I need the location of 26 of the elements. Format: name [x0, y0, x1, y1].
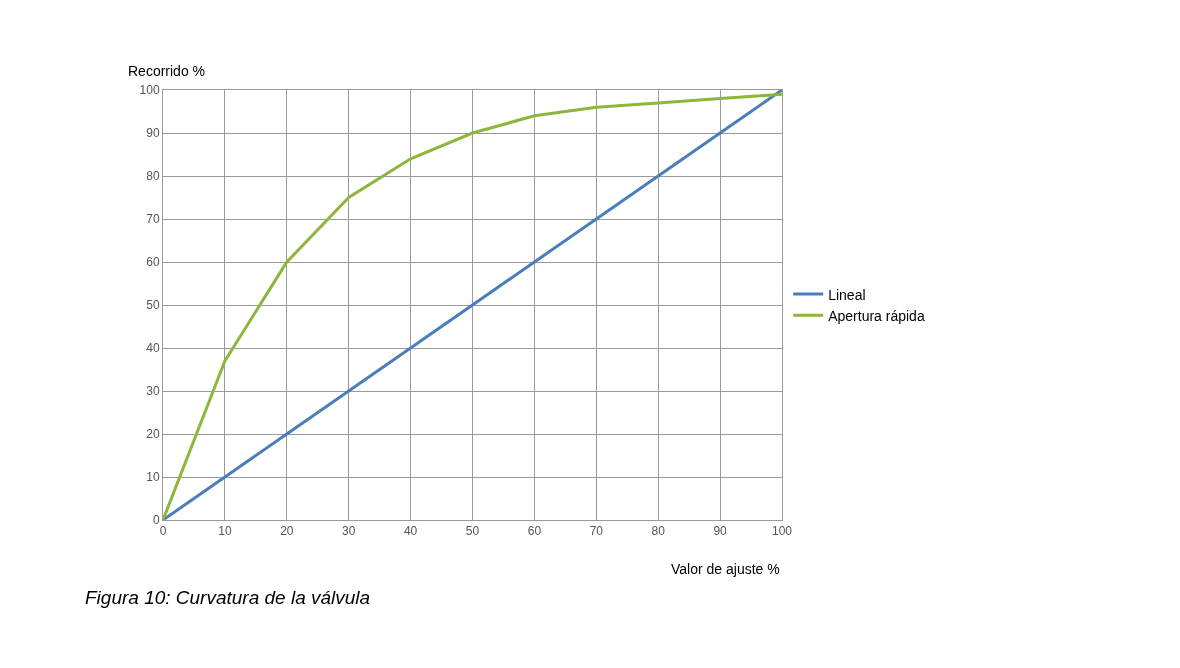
- text: Figura 10: Curvatura de la válvula: [85, 587, 371, 608]
- x-tick-label: 10: [218, 524, 232, 539]
- x-tick-label: 50: [465, 524, 480, 539]
- y-axis-title: Recorrido %: [128, 63, 206, 79]
- x-tick-label: 100: [771, 524, 793, 539]
- x-tick-label: 90: [713, 524, 728, 539]
- x-tick-label: 80: [651, 524, 666, 539]
- y-tick-label: 20: [146, 427, 160, 442]
- y-tick-label: 80: [146, 169, 160, 184]
- legend-label: Apertura rápida: [828, 307, 925, 324]
- y-tick-label: 30: [146, 384, 160, 399]
- y-tick-label: 70: [146, 212, 160, 227]
- y-tick-label: 0: [152, 513, 160, 528]
- y-tick-label: 60: [146, 255, 160, 270]
- y-tick-label: 100: [139, 83, 160, 98]
- y-tick-label: 50: [146, 298, 160, 313]
- x-axis-title: Valor de ajuste %: [671, 561, 780, 577]
- x-tick-label: 30: [342, 524, 356, 539]
- y-tick-label: 10: [146, 470, 160, 485]
- legend-label: Lineal: [828, 286, 866, 303]
- x-tick-label: 70: [589, 524, 604, 539]
- x-tick-label: 40: [403, 524, 418, 539]
- y-tick-label: 90: [146, 126, 160, 141]
- y-tick-label: 40: [146, 341, 160, 356]
- x-tick-label: 60: [527, 524, 542, 539]
- x-tick-label: 20: [280, 524, 294, 539]
